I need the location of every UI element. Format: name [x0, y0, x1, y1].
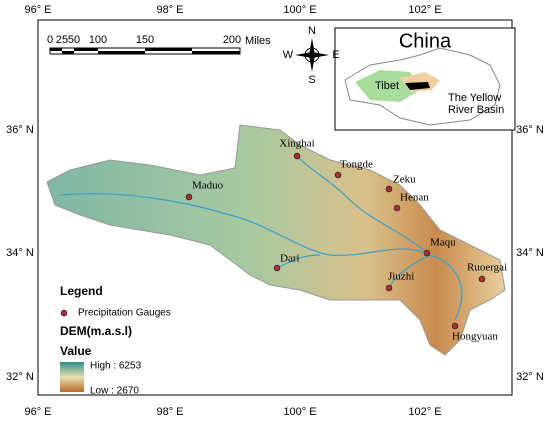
scale-label: 25 [56, 34, 68, 46]
compass-n: N [308, 25, 316, 37]
lat-label: 34° N [516, 247, 544, 259]
lat-label: 36° N [6, 124, 34, 136]
legend-gauge [60, 309, 68, 317]
lat-label: 34° N [6, 247, 34, 259]
color-ramp [60, 362, 84, 392]
station-label: Ruoergai [467, 262, 507, 274]
scale-bar [49, 47, 241, 55]
scale-label: 100 [89, 34, 107, 46]
lon-label: 96° E [24, 406, 51, 418]
lat-label: 32° N [6, 371, 34, 383]
station-label: Tongde [340, 159, 373, 171]
gauge [451, 322, 459, 330]
legend-dem-title: DEM(m.a.s.l) [60, 324, 132, 338]
scale-label: 200 [223, 34, 241, 46]
station-label: Maqu [430, 237, 456, 249]
scale-label: 150 [136, 34, 154, 46]
lon-label: 98° E [156, 406, 183, 418]
gauge [293, 152, 301, 160]
gauge [393, 204, 401, 212]
inset-title: China [399, 30, 452, 52]
inset-region: Tibet [375, 80, 399, 92]
station-label: Jiuzhi [388, 271, 414, 283]
scale-label: 50 [68, 34, 80, 46]
map-frame [37, 19, 513, 396]
gauge [273, 264, 281, 272]
gauge [478, 275, 486, 283]
inset-basin-label: River Basin [448, 104, 504, 116]
scale-unit: Miles [245, 35, 271, 47]
gauge [185, 193, 193, 201]
station-label: Henan [400, 192, 429, 204]
compass-rose [295, 38, 329, 72]
compass-e: E [332, 49, 339, 61]
lon-label: 102° E [408, 4, 441, 16]
gauge [385, 185, 393, 193]
rivers [59, 155, 463, 321]
station-label: Zeku [393, 174, 416, 186]
lon-label: 100° E [283, 406, 316, 418]
legend-gauges: Precipitation Gauges [78, 308, 171, 319]
station-label: Hongyuan [452, 331, 498, 343]
compass-s: S [308, 74, 315, 86]
gauge [385, 284, 393, 292]
station-label: Xinghai [279, 138, 314, 150]
lon-label: 96° E [24, 4, 51, 16]
lat-label: 32° N [516, 371, 544, 383]
legend-title: Legend [60, 284, 103, 298]
lon-label: 102° E [408, 406, 441, 418]
station-label: Maduo [192, 180, 224, 192]
basin [46, 124, 506, 356]
compass-w: W [283, 49, 294, 61]
inset-basin-label: The Yellow [448, 92, 501, 104]
gauge [423, 249, 431, 257]
scale-label: 0 [47, 34, 53, 46]
lon-label: 98° E [156, 4, 183, 16]
lat-label: 36° N [516, 124, 544, 136]
legend-low: Low : 2670 [90, 386, 139, 397]
gauge [334, 171, 342, 179]
station-label: Dari [280, 253, 300, 265]
legend-value-title: Value [60, 344, 92, 358]
inset-map [334, 27, 516, 131]
legend-high: High : 6253 [90, 361, 142, 372]
lon-label: 100° E [283, 4, 316, 16]
